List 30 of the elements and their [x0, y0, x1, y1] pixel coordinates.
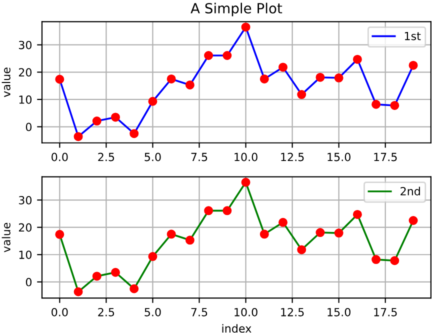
x-tick-label: 15.0 — [328, 152, 350, 162]
x-tick-label: 0.0 — [52, 308, 68, 316]
y-tick-label: 30 — [18, 40, 32, 50]
x-tick-label: 2.5 — [98, 308, 114, 316]
y-tick-label: 10 — [19, 95, 32, 104]
y-tick-label: 10 — [19, 250, 32, 260]
x-tick-label: 12.5 — [281, 308, 304, 316]
y-tick-label: 20 — [18, 223, 32, 232]
x-tick-label: 10.0 — [234, 152, 258, 162]
x-tick-label: 17.5 — [374, 308, 397, 316]
legend-label: 2nd — [400, 186, 420, 196]
x-tick-label: 5.0 — [144, 308, 161, 316]
y-axis-title: value — [2, 68, 10, 98]
x-tick-label: 7.5 — [191, 308, 208, 316]
x-tick-label: 15.0 — [328, 308, 350, 316]
x-tick-label: 17.5 — [374, 152, 397, 162]
x-tick-label: 2.5 — [98, 152, 114, 162]
x-tick-label: 5.0 — [144, 152, 161, 162]
legend-label: 1st — [404, 32, 421, 40]
y-tick-label: 0 — [26, 278, 32, 286]
x-tick-label: 0.0 — [52, 152, 68, 162]
y-tick-label: 30 — [18, 196, 32, 204]
y-tick-label: 20 — [18, 68, 32, 77]
x-axis-title: index — [222, 324, 252, 333]
x-tick-label: 10.0 — [234, 308, 258, 316]
y-axis-title: value — [2, 222, 10, 252]
chart-title: A Simple Plot — [190, 2, 282, 16]
x-tick-label: 7.5 — [191, 152, 208, 162]
x-tick-label: 12.5 — [281, 152, 304, 162]
y-tick-label: 0 — [26, 122, 32, 132]
